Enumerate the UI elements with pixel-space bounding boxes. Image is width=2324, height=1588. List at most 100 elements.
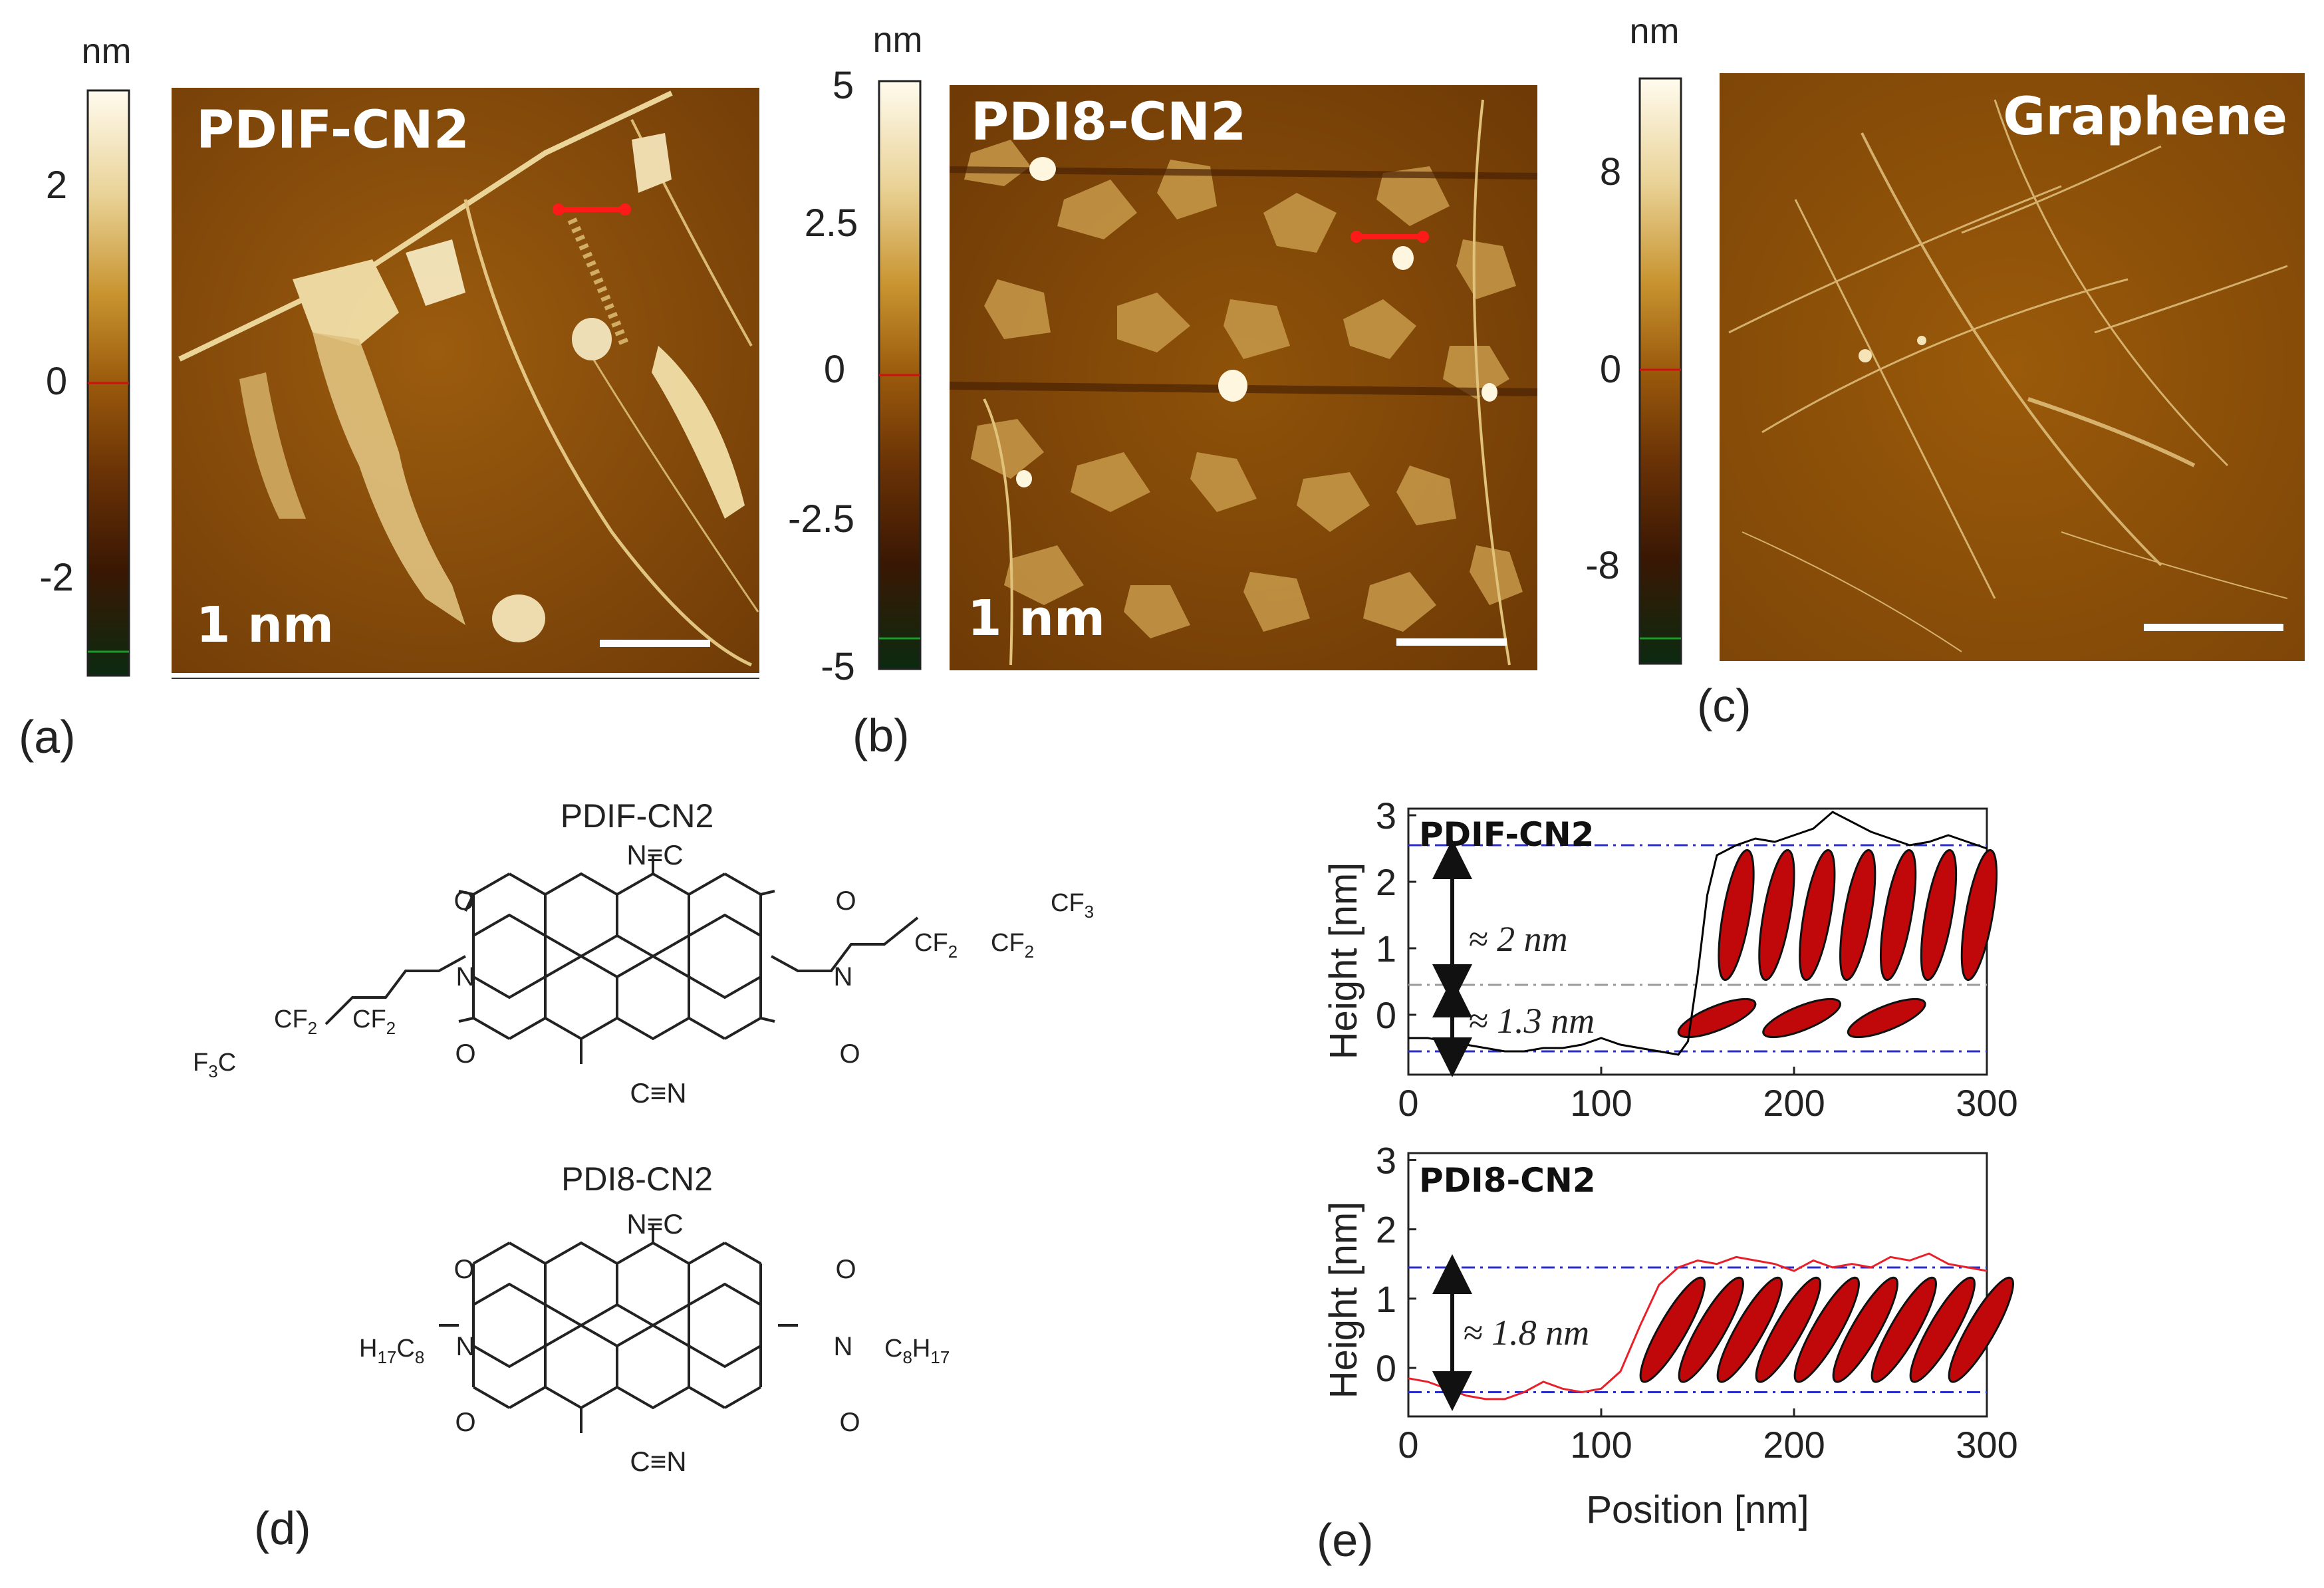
m2-right-chain: C8H17: [884, 1335, 950, 1367]
x-tick-label: 100: [1570, 1424, 1632, 1466]
reference-lines-top: [1408, 844, 1987, 1053]
annotation-top-2: ≈ 1.3 nm: [1468, 1001, 1595, 1041]
colorbar-b-tick: -2.5: [788, 497, 854, 541]
plot-top-title: PDIF-CN2: [1419, 815, 1594, 854]
molecule-ellipse: [1832, 1276, 1898, 1383]
x-tick-label: 200: [1763, 1424, 1825, 1466]
molecule-ellipse: [1920, 849, 1958, 982]
m2-o: O: [455, 1408, 475, 1437]
m1-o: O: [455, 1039, 475, 1069]
molecule-ellipse: [1960, 849, 1998, 982]
molecule-ellipse: [1839, 849, 1876, 982]
svg-text:CF2: CF2: [991, 929, 1034, 962]
molecule-ellipses-top: [1677, 849, 1998, 1039]
y-tick-label: 0: [1376, 994, 1396, 1036]
afm-c-features: [1728, 99, 2288, 652]
m2-bottom-cn: C≡N: [630, 1446, 686, 1477]
m2-o: O: [839, 1408, 860, 1437]
svg-text:CF3: CF3: [1051, 889, 1094, 922]
y-tick-label: 3: [1376, 1139, 1396, 1181]
annotation-top-1: ≈ 2 nm: [1468, 919, 1568, 959]
m2-n: N: [456, 1332, 475, 1361]
panel-a: nm 2 0 -2 PDIF-CN2 1 nm (a): [19, 31, 759, 763]
molecule-ellipse: [1678, 1276, 1744, 1383]
y-tick-label: 1: [1376, 928, 1396, 970]
panel-d: PDIF-CN2: [193, 797, 1094, 1554]
afm-c-title: Graphene: [2003, 87, 2287, 147]
colorbar-a-unit: nm: [81, 31, 131, 71]
molecule-ellipse: [1793, 1276, 1860, 1383]
scale-bar-a: [600, 640, 710, 647]
y-tick-label: 0: [1376, 1347, 1396, 1389]
x-tick-label: 0: [1398, 1082, 1418, 1124]
molecule-ellipse: [1758, 849, 1795, 982]
afm-a-scale-text: 1 nm: [196, 596, 334, 654]
molecule-ellipses-bottom: [1639, 1276, 2014, 1383]
y-tick-label: 1: [1376, 1278, 1396, 1320]
panel-label-b: (b): [852, 710, 910, 761]
panel-label-a: (a): [19, 711, 76, 763]
y-tick-label: 2: [1376, 861, 1396, 903]
m2-n: N: [834, 1332, 853, 1361]
molecule-ellipse: [1639, 1276, 1706, 1383]
molecule1-name: PDIF-CN2: [561, 797, 714, 835]
colorbar-a-tick: 0: [46, 360, 67, 403]
colorbar-b-tick: 2.5: [805, 201, 858, 245]
m2-left-chain: H17C8: [359, 1335, 424, 1367]
molecule-ellipse: [1909, 1276, 1976, 1383]
series-line-bottom: [1408, 1252, 1988, 1400]
panel-label-d: (d): [254, 1502, 311, 1554]
molecule-ellipse: [1871, 1276, 1937, 1383]
molecule-ellipse: [1847, 997, 1926, 1039]
afm-b-title: PDI8-CN2: [971, 92, 1246, 152]
svg-text:CF2: CF2: [914, 929, 958, 962]
colorbar-a-tick: -2: [39, 556, 74, 599]
panel-e: 0 100 200 300 0 1 2 3 0 100 200 300 0 1 2 3 PDIF-CN2 P…: [1317, 795, 2018, 1566]
colorbar-a-tick: 2: [46, 164, 67, 207]
y-tick-label: 3: [1376, 795, 1396, 837]
scale-bar-b: [1396, 638, 1507, 646]
scale-bar-c: [2144, 624, 2283, 631]
colorbar-c-unit: nm: [1629, 11, 1679, 51]
x-tick-label: 100: [1570, 1082, 1632, 1124]
panel-b: nm 5 2.5 0 -2.5 -5: [788, 20, 1538, 761]
colorbar-c-tick: 0: [1600, 348, 1621, 391]
m2-o: O: [835, 1255, 856, 1284]
molecule2-name: PDI8-CN2: [561, 1160, 713, 1198]
panel-c: nm 8 0 -8 Graphene (c): [1585, 11, 2305, 731]
m1-o: O: [835, 886, 856, 916]
afm-image-c: [1720, 73, 2305, 661]
x-tick-label: 300: [1956, 1424, 2017, 1466]
reference-lines-bottom: [1408, 1266, 1987, 1394]
m1-bottom-cn: C≡N: [630, 1077, 686, 1109]
afm-b-scale-text: 1 nm: [968, 590, 1105, 647]
colorbar-c-tick: 8: [1600, 150, 1621, 194]
svg-text:CF2: CF2: [352, 1005, 396, 1038]
colorbar-c: [1638, 77, 1682, 665]
afm-a-title: PDIF-CN2: [196, 100, 469, 160]
colorbar-b-tick: 0: [824, 348, 845, 391]
x-tick-label: 200: [1763, 1082, 1825, 1124]
m1-o: O: [839, 1039, 860, 1069]
panel-label-c: (c): [1697, 680, 1751, 731]
molecule-ellipse: [1755, 1276, 1821, 1383]
m1-left-chain: CF2 CF2 F3C: [193, 1005, 396, 1081]
molecule-ellipse: [1762, 997, 1841, 1039]
series-line-top: [1408, 811, 1988, 1056]
afm-b-features: [964, 140, 1523, 638]
molecule-ellipse: [1677, 997, 1757, 1039]
colorbar-b-tick: -5: [821, 645, 855, 688]
m1-o: O: [453, 886, 474, 916]
plot-bottom-title: PDI8-CN2: [1419, 1161, 1596, 1200]
x-tick-label: 0: [1398, 1424, 1418, 1466]
molecule-ellipse: [1879, 849, 1917, 982]
m1-n: N: [834, 962, 853, 992]
ylabel-top: Height [nm]: [1322, 862, 1365, 1060]
x-tick-label: 300: [1956, 1082, 2017, 1124]
xlabel: Position [nm]: [1586, 1488, 1809, 1531]
m1-right-chain: CF2 CF2 CF3: [914, 889, 1094, 962]
axis-ticks-top: 0 100 200 300 0 1 2 3: [1376, 795, 2018, 1124]
m2-top-cn: N≡C: [626, 1208, 683, 1240]
ylabel-bottom: Height [nm]: [1322, 1202, 1365, 1399]
